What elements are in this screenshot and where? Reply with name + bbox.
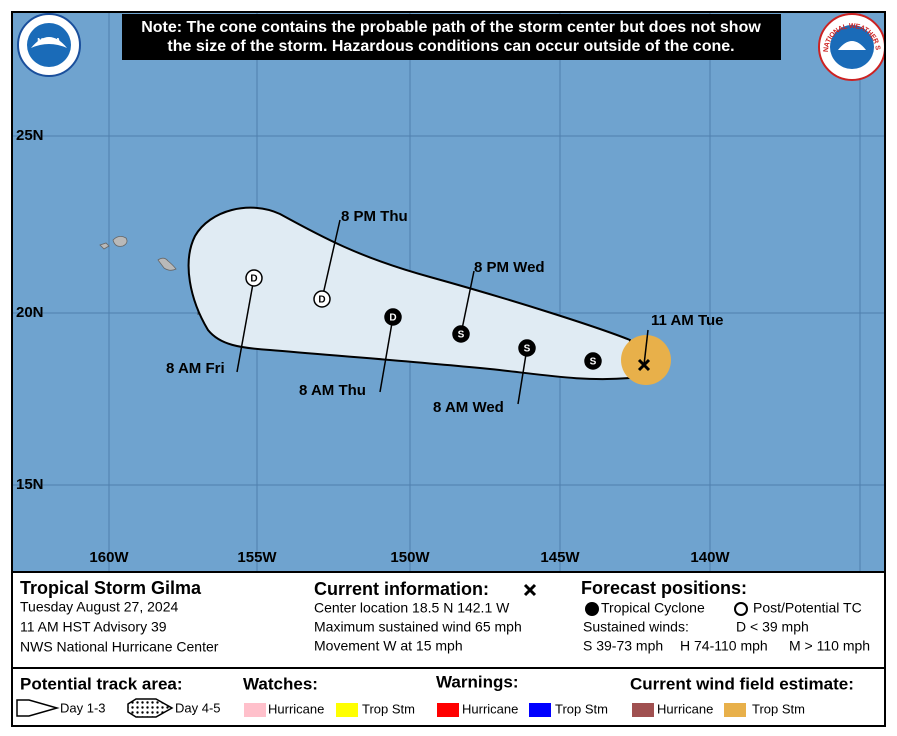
forecast-marker (452, 325, 470, 343)
swatch (336, 703, 358, 717)
wind-class: D < 39 mph (736, 619, 809, 635)
wind-class: S 39-73 mph (583, 638, 663, 654)
time-label: 8 AM Thu (299, 382, 366, 399)
forecast-legend: Tropical Cyclone (601, 600, 705, 616)
leader-line (517, 347, 528, 405)
forecast-title: Forecast positions: (581, 578, 747, 598)
leader-line (379, 316, 394, 393)
forecast-track: 11 AM Tue S 8 AM Wed S 8 PM Wed S 8 AM Thu D 8 P… (166, 208, 724, 416)
storm-line: 11 AM HST Advisory 39 (20, 619, 167, 635)
time-label: 8 AM Fri (166, 360, 225, 377)
note-line: Note: The cone contains the probable pat… (141, 19, 761, 36)
tc-icon (585, 602, 599, 616)
lon-label: 150W (390, 549, 430, 566)
lat-label: 15N (16, 476, 44, 493)
wind-class: M > 110 mph (789, 638, 870, 654)
ptc-icon (734, 602, 748, 616)
current-line: Movement W at 15 mph (314, 638, 463, 654)
wind-field (621, 335, 671, 385)
storm-line: NWS National Hurricane Center (20, 639, 219, 655)
forecast-marker (584, 352, 602, 370)
forecast-marker (313, 290, 331, 308)
legend-item: Day 4-5 (175, 700, 221, 715)
lon-label: 155W (237, 549, 277, 566)
legend-title: Current wind field estimate: (630, 674, 854, 693)
swatch (632, 703, 654, 717)
swatch (244, 703, 266, 717)
swatch (437, 703, 459, 717)
winds-title: Sustained winds: (583, 619, 689, 635)
leader-line (321, 219, 341, 300)
legend-item: Day 1-3 (60, 700, 106, 715)
lat-label: 25N (16, 127, 44, 144)
graticule: 25N20N15N160W155W150W145W140WHI (12, 12, 885, 572)
marker-letter: S (458, 330, 465, 341)
leader-line (236, 277, 255, 373)
noaa-logo: NOAA (17, 13, 81, 77)
legend-item: Hurricane (268, 701, 324, 716)
day13-icon (16, 699, 60, 717)
marker-letter: D (250, 274, 257, 285)
time-label: 8 PM Wed (474, 259, 545, 276)
forecast-marker (518, 339, 536, 357)
time-label: 8 PM Thu (341, 208, 408, 225)
storm-title: Tropical Storm Gilma (20, 578, 202, 598)
lon-label: 160W (89, 549, 129, 566)
current-position (637, 358, 651, 372)
legend-item: Trop Stm (362, 701, 415, 716)
leader-line (460, 270, 475, 335)
legend-title: Potential track area: (20, 674, 183, 693)
note-line: the size of the storm. Hazardous conditi… (167, 38, 734, 55)
marker-letter: D (389, 313, 396, 324)
legend-item: Hurricane (462, 701, 518, 716)
swatch (529, 703, 551, 717)
current-line: Center location 18.5 N 142.1 W (314, 600, 510, 616)
marker-letter: S (524, 344, 531, 355)
forecast-marker (384, 308, 402, 326)
lon-label: 145W (540, 549, 580, 566)
legend-item: Trop Stm (752, 701, 805, 716)
legend-item: Hurricane (657, 701, 713, 716)
marker-letter: D (318, 295, 325, 306)
day45-icon (127, 698, 174, 718)
marker-letter: S (590, 357, 597, 368)
swatch (724, 703, 746, 717)
note-box (122, 14, 781, 60)
storm-line: Tuesday August 27, 2024 (20, 599, 178, 615)
time-label: 11 AM Tue (651, 312, 724, 329)
lat-label: 20N (16, 304, 44, 321)
current-x-icon (523, 583, 537, 597)
leader-line (643, 329, 649, 366)
forecast-legend: Post/Potential TC (753, 600, 862, 616)
time-label: 8 AM Wed (433, 399, 504, 416)
forecast-marker (245, 269, 263, 287)
noaa-text: NOAA (37, 37, 61, 46)
legend-title: Warnings: (436, 672, 518, 691)
lon-label: 140W (690, 549, 730, 566)
forecast-cone (187, 206, 631, 381)
current-line: Maximum sustained wind 65 mph (314, 619, 522, 635)
wind-class: H 74-110 mph (680, 638, 768, 654)
current-title: Current information: (314, 579, 489, 599)
legend-item: Trop Stm (555, 701, 608, 716)
legend-title: Watches: (243, 674, 318, 693)
